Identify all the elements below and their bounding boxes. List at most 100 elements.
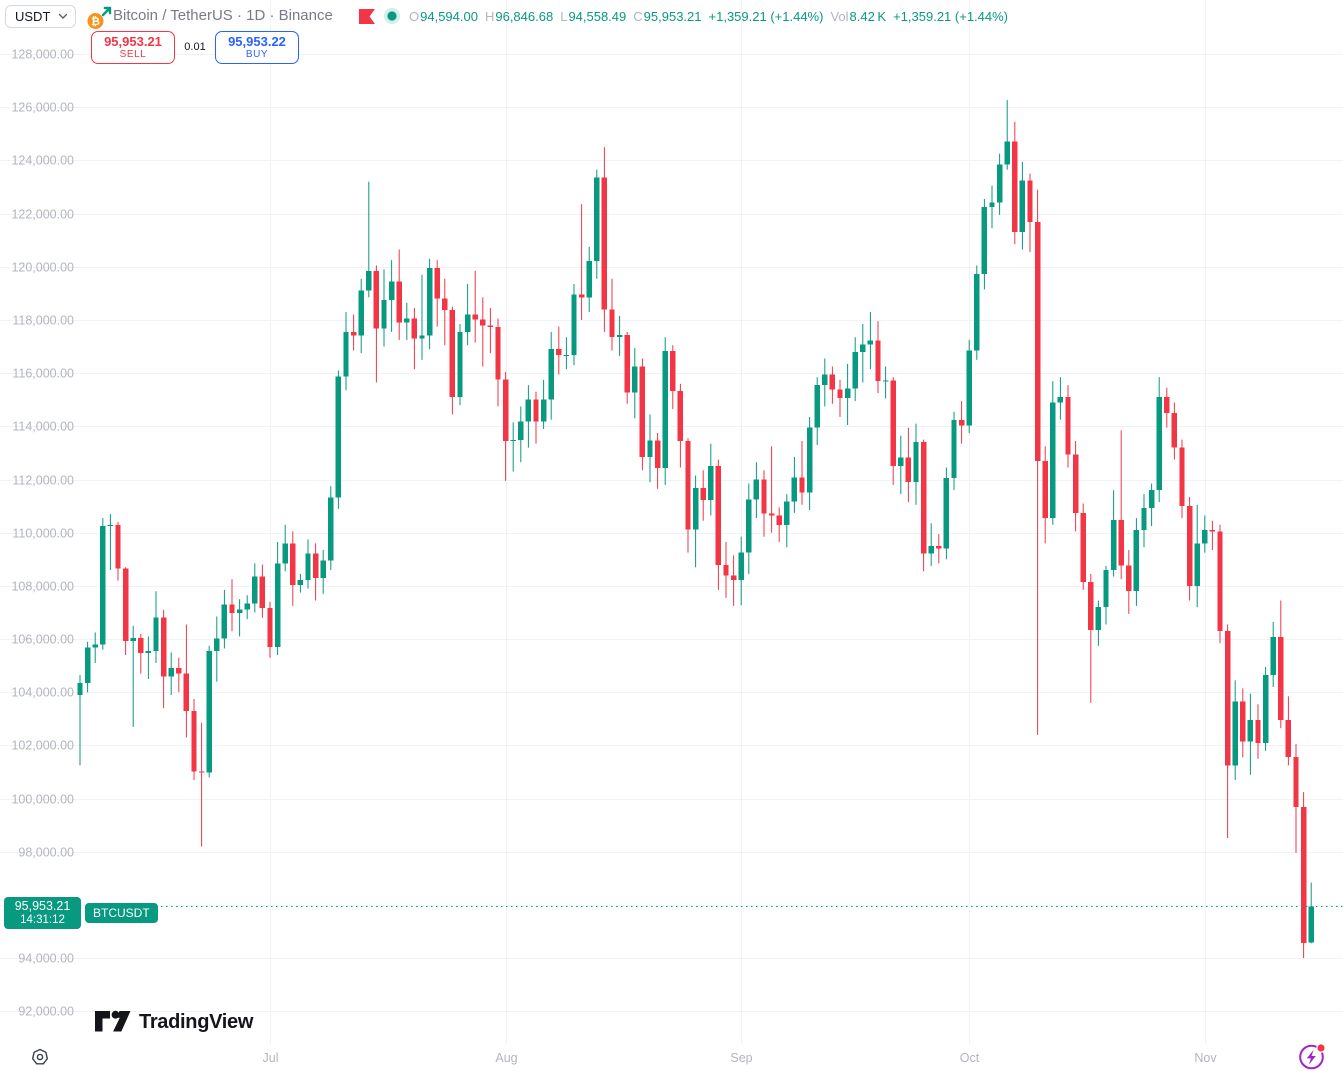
candle-body [1095,607,1102,630]
candle-body [882,380,889,382]
open-value: 94,594.00 [420,9,478,24]
candle-body [434,267,440,299]
candle-body [495,326,501,380]
price-axis-label: 92,000.00 [18,1005,74,1019]
buy-button[interactable]: 95,953.22 BUY [215,31,299,64]
price-axis-label: 126,000.00 [11,101,74,115]
tradingview-logo[interactable]: TradingView [95,1010,253,1034]
buy-label: BUY [245,49,269,61]
close-label: C [633,9,643,24]
candle-body [320,560,326,578]
candle-body [1300,806,1307,943]
symbol-badge: BTCUSDT [85,903,158,923]
candle-body [898,457,904,467]
candle-body [989,202,995,208]
candle-body [890,380,896,467]
spread-value: 0.01 [184,41,206,53]
trend-arrow-icon [101,6,112,17]
candle-body [1133,530,1140,592]
candle-body [1088,581,1094,630]
candle-body [1224,631,1231,766]
candle-body [1217,531,1223,632]
lightning-fab-button[interactable] [1297,1041,1327,1071]
symbol-title: Bitcoin / TetherUS · 1D · Binance [113,7,333,24]
candle-body [502,379,509,441]
price-axis-label: 118,000.00 [12,314,74,328]
candle-body [799,477,805,493]
candle-body [768,513,775,516]
price-axis-label: 124,000.00 [11,154,74,168]
time-axis-label: Oct [960,1051,980,1065]
flag-icon[interactable] [359,9,375,24]
candle-body [176,667,182,674]
price-axis-label: 128,000.00 [11,48,74,62]
candle-body [647,440,653,457]
candle-body [487,325,494,327]
candle-body [723,564,729,576]
candle-body [381,300,387,329]
candle-body [951,420,957,479]
candle-body [1255,720,1261,744]
candle-body [670,350,676,391]
quote-currency-value: USDT [15,9,51,24]
candle-body [1110,519,1117,570]
candle-body [662,350,668,468]
ohlc-legend: O 94,594.00 H 96,846.68 L 94,558.49 C 95,953… [409,9,1008,24]
candle-body [1240,701,1246,742]
candle-body [1171,413,1178,448]
candle-body [457,332,463,398]
candle-body [267,607,273,648]
candle-body [252,576,258,604]
candle-body [366,270,372,291]
candle-body [1262,675,1269,744]
candle-body [1065,397,1071,455]
price-axis-label: 122,000.00 [11,208,74,222]
candle-body [107,525,114,527]
svg-text:₿: ₿ [91,15,100,28]
candle-body [419,335,425,339]
current-price-value: 95,953.21 [14,899,71,913]
candle-body [191,711,197,772]
candle-body [282,543,288,564]
low-label: L [560,9,568,24]
candle-body [875,340,881,382]
candle-body [784,501,790,526]
candle-body [609,309,615,338]
candle-body [138,637,144,654]
price-axis-label: 108,000.00 [11,580,74,594]
sell-button[interactable]: 95,953.21 SELL [91,31,175,64]
price-axis-label: 106,000.00 [11,633,74,647]
candle-body [1126,565,1132,592]
candle-body [974,274,980,351]
candle-body [1148,490,1155,508]
volume-change-value: +1,359.21 (+1.44%) [893,9,1009,24]
candle-body [738,552,744,580]
price-axis-label: 112,000.00 [12,474,74,488]
candle-body [943,478,950,549]
candle-body [1019,180,1026,233]
candle-body [510,440,516,442]
candle-body [77,682,83,695]
candle-body [654,440,661,468]
candle-body [746,499,752,553]
candle-body [92,644,98,648]
candle-body [518,421,524,441]
candle-body [183,673,190,712]
settings-gear-icon[interactable] [31,1048,49,1066]
price-axis-label: 102,000.00 [11,739,74,753]
candle-body [168,667,174,677]
candle-body [312,553,319,578]
open-label: O [409,9,420,24]
candle-body [928,546,934,554]
candle-body [571,294,577,356]
candle-body [1057,397,1064,403]
low-value: 94,558.49 [568,9,627,24]
quote-currency-select[interactable]: USDT [5,5,76,28]
candle-body [1186,506,1193,586]
candle-body [274,563,281,648]
candle-body [198,771,205,773]
bitcoin-icon: ₿ [87,6,112,29]
chevron-down-icon [58,13,68,19]
